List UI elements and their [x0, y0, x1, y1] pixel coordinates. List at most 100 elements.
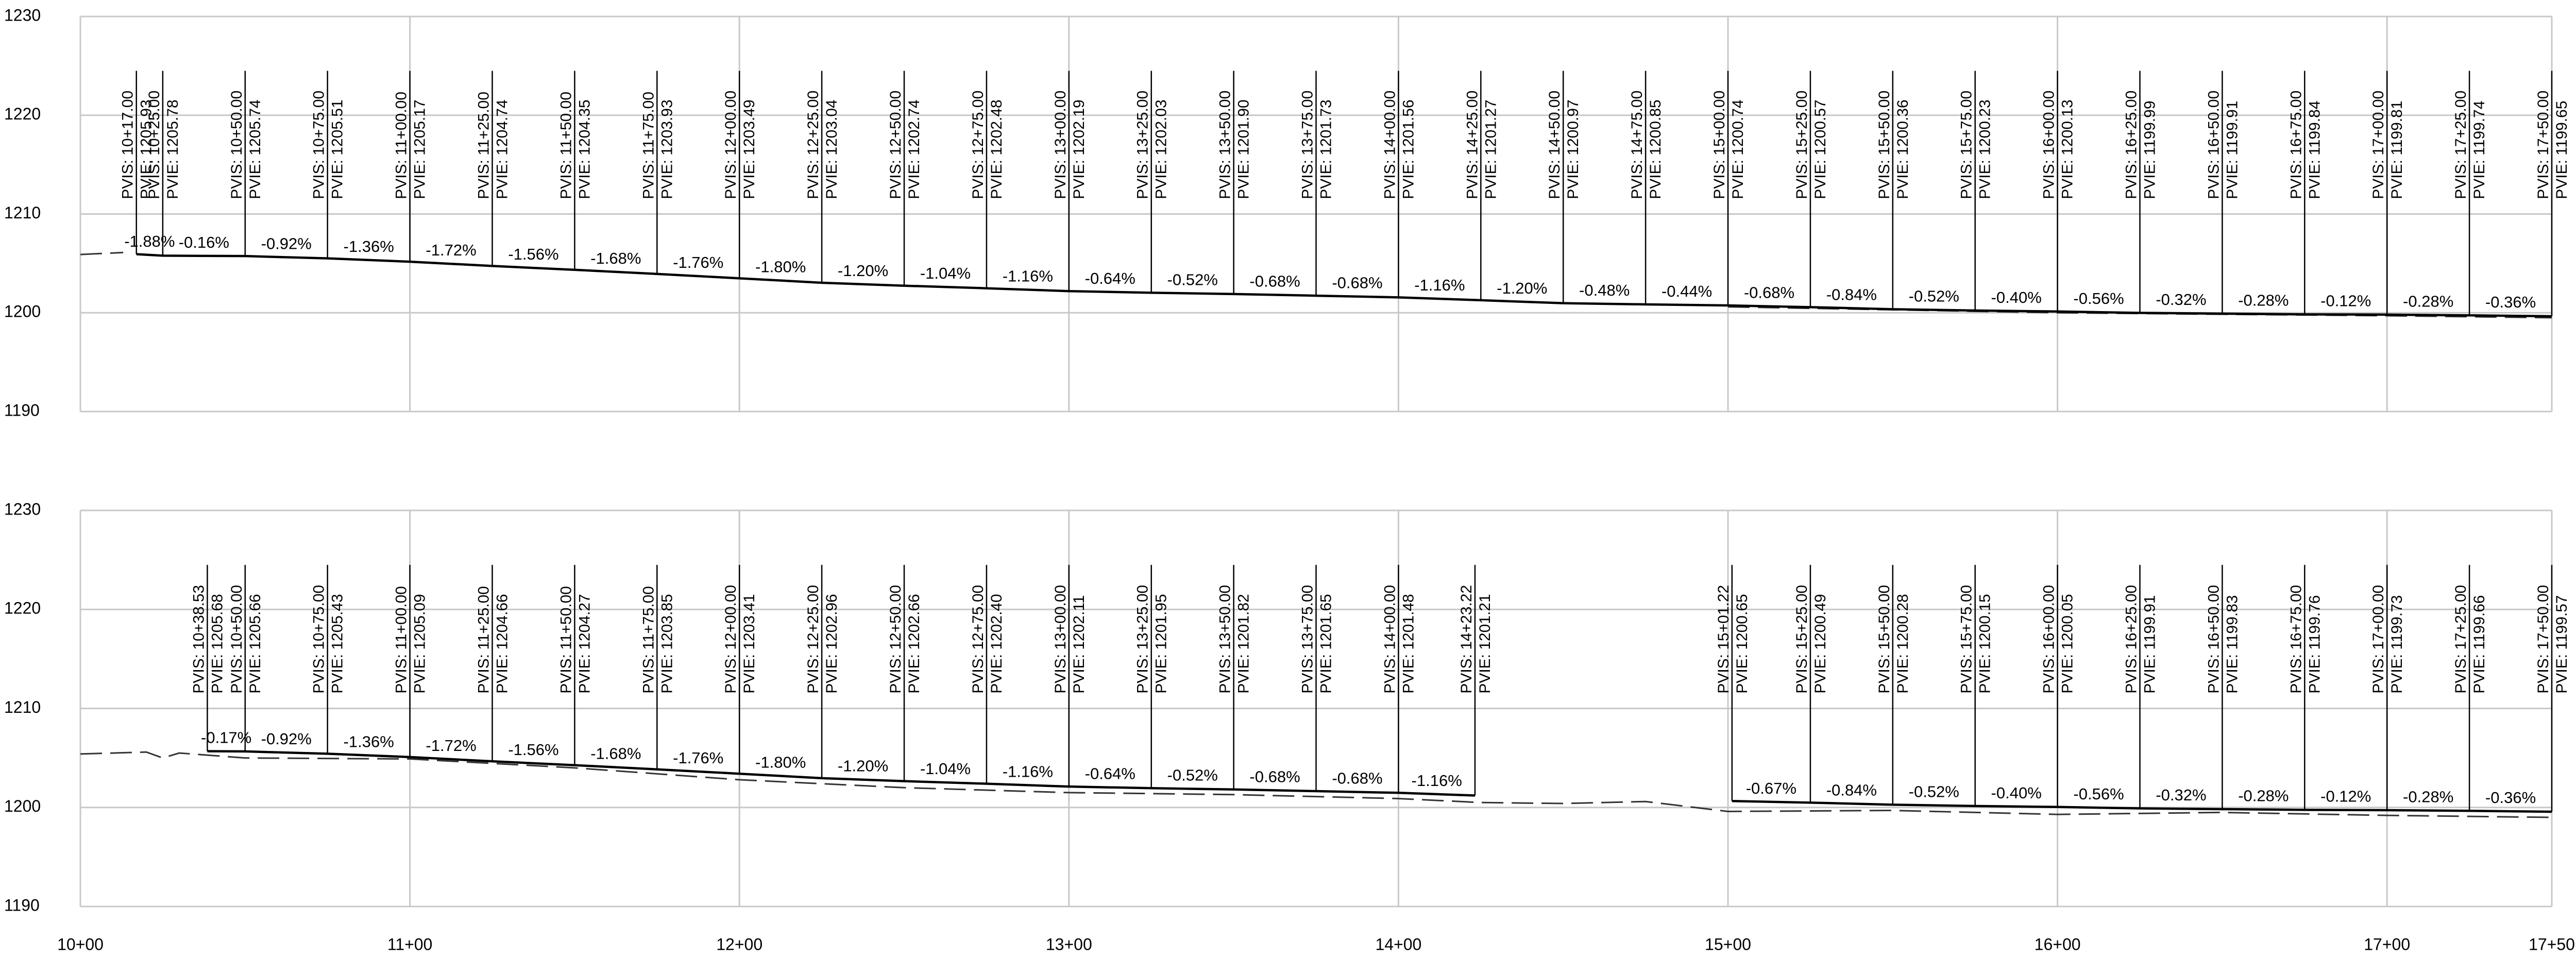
pvi-station-label: PVIS: 16+50.00 — [2205, 585, 2222, 694]
pvi-elevation-label: PVIE: 1200.05 — [2059, 594, 2076, 693]
pvi-station-label: PVIS: 10+38.53 — [190, 585, 207, 694]
pvi-station-label: PVIS: 13+00.00 — [1052, 585, 1069, 694]
pvi-station-label: PVIS: 12+50.00 — [887, 585, 904, 694]
pvi-elevation-label: PVIE: 1202.11 — [1071, 595, 1088, 693]
pvi-elevation-label: PVIE: 1201.48 — [1400, 594, 1417, 693]
pvi-station-label: PVIS: 13+50.00 — [1217, 91, 1234, 199]
pvi-station-label: PVIS: 17+50.00 — [2535, 585, 2552, 694]
pvi-station-label: PVIS: 17+25.00 — [2452, 91, 2469, 199]
grade-label: -1.20% — [1497, 279, 1547, 297]
pvi-station-label: PVIS: 12+25.00 — [805, 585, 822, 694]
pvi-station-label: PVIS: 11+00.00 — [393, 92, 410, 199]
pvi-elevation-label: PVIE: 1202.96 — [823, 594, 840, 693]
pvi-station-label: PVIS: 10+50.00 — [228, 91, 245, 199]
grade-label: -1.16% — [1003, 267, 1053, 285]
grade-label: -0.12% — [2320, 292, 2371, 310]
grade-label: -1.36% — [344, 237, 394, 255]
grade-label: -0.92% — [261, 234, 312, 252]
pvi-elevation-label: PVIE: 1202.74 — [906, 99, 923, 199]
pvi-station-label: PVIS: 16+00.00 — [2041, 91, 2058, 199]
pvi-station-label: PVIS: 11+50.00 — [557, 92, 574, 199]
pvi-station-label: PVIS: 11+50.00 — [557, 586, 574, 694]
grade-label: -1.36% — [344, 733, 394, 751]
pvi-elevation-label: PVIE: 1203.41 — [741, 594, 758, 693]
pvi-elevation-label: PVIE: 1201.65 — [1318, 594, 1335, 693]
pvi-elevation-label: PVIE: 1204.74 — [494, 99, 511, 199]
pvi-station-label: PVIS: 12+50.00 — [887, 91, 904, 199]
pvi-station-label: PVIS: 11+75.00 — [640, 92, 657, 199]
pvi-station-label: PVIS: 17+00.00 — [2370, 91, 2387, 199]
grade-label: -1.80% — [755, 754, 806, 772]
grade-label: -1.72% — [426, 737, 476, 755]
grade-label: -1.20% — [838, 757, 888, 775]
pvi-elevation-label: PVIE: 1205.74 — [247, 99, 264, 199]
pvi-elevation-label: PVIE: 1199.66 — [2471, 595, 2488, 693]
pvi-elevation-label: PVIE: 1205.78 — [164, 99, 181, 199]
grade-label: -0.52% — [1909, 287, 1959, 305]
pvi-station-label: PVIS: 17+25.00 — [2452, 585, 2469, 694]
pvi-elevation-label: PVIE: 1200.97 — [1565, 99, 1582, 199]
pvi-station-label: PVIS: 13+25.00 — [1134, 585, 1151, 694]
pvi-elevation-label: PVIE: 1205.93 — [138, 99, 155, 199]
pvi-station-label: PVIS: 12+25.00 — [805, 91, 822, 199]
grade-label: -0.56% — [2073, 785, 2124, 803]
grade-label: -1.56% — [508, 245, 558, 263]
pvi-station-label: PVIS: 15+25.00 — [1793, 585, 1810, 694]
pvi-station-label: PVIS: 10+75.00 — [311, 585, 328, 694]
y-tick-label: 1210 — [4, 698, 41, 716]
grade-label: -1.16% — [1003, 762, 1053, 780]
pvi-station-label: PVIS: 16+75.00 — [2287, 585, 2304, 694]
pvi-elevation-label: PVIE: 1205.17 — [412, 99, 429, 199]
grade-label: -0.28% — [2403, 293, 2453, 311]
pvi-elevation-label: PVIE: 1205.43 — [329, 594, 346, 693]
pvi-station-label: PVIS: 16+00.00 — [2041, 585, 2058, 694]
pvi-elevation-label: PVIE: 1200.85 — [1647, 99, 1664, 199]
pvi-station-label: PVIS: 16+50.00 — [2205, 91, 2222, 199]
pvi-station-label: PVIS: 15+50.00 — [1876, 91, 1893, 199]
grade-label: -1.68% — [590, 249, 641, 267]
y-tick-label: 1230 — [4, 6, 41, 24]
y-tick-label: 1210 — [4, 203, 41, 222]
grade-label: -0.48% — [1579, 281, 1630, 299]
pvi-elevation-label: PVIE: 1203.93 — [658, 99, 675, 199]
pvi-elevation-label: PVIE: 1200.65 — [1734, 594, 1751, 693]
grade-label: -0.40% — [1991, 784, 2042, 802]
pvi-station-label: PVIS: 14+00.00 — [1381, 585, 1398, 694]
grade-label: -0.52% — [1167, 271, 1218, 289]
pvi-elevation-label: PVIE: 1204.35 — [576, 99, 593, 199]
pvi-station-label: PVIS: 14+23.22 — [1458, 585, 1475, 694]
grade-label: -1.80% — [755, 258, 806, 276]
pvi-elevation-label: PVIE: 1201.56 — [1400, 99, 1417, 199]
pvi-elevation-label: PVIE: 1200.36 — [1894, 99, 1911, 199]
pvi-elevation-label: PVIE: 1200.15 — [1977, 594, 1994, 693]
grade-label: -0.32% — [2156, 290, 2206, 309]
pvi-elevation-label: PVIE: 1203.49 — [741, 99, 758, 199]
y-tick-label: 1220 — [4, 105, 41, 123]
pvi-station-label: PVIS: 15+01.22 — [1715, 585, 1732, 694]
x-tick-label: 13+00 — [1046, 935, 1092, 953]
pvi-elevation-label: PVIE: 1202.40 — [988, 594, 1005, 693]
grade-label: -1.88% — [124, 232, 175, 250]
pvi-station-label: PVIS: 10+25.00 — [146, 91, 163, 199]
grade-label: -1.16% — [1414, 276, 1465, 294]
grade-label: -0.68% — [1249, 767, 1300, 785]
grade-label: -0.64% — [1085, 765, 1136, 783]
pvi-station-label: PVIS: 17+50.00 — [2535, 91, 2552, 199]
grade-label: -0.36% — [2485, 789, 2536, 807]
pvi-station-label: PVIS: 12+00.00 — [722, 91, 739, 199]
pvi-station-label: PVIS: 15+75.00 — [1958, 91, 1975, 199]
existing-ground — [80, 751, 2552, 818]
pvi-elevation-label: PVIE: 1204.66 — [494, 594, 511, 693]
grade-label: -0.92% — [261, 730, 312, 748]
grade-label: -0.52% — [1909, 783, 1959, 801]
pvi-station-label: PVIS: 13+25.00 — [1134, 91, 1151, 199]
grade-label: -0.32% — [2156, 786, 2206, 804]
grade-label: -0.84% — [1826, 285, 1877, 303]
x-tick-label: 17+00 — [2364, 935, 2410, 953]
pvi-station-label: PVIS: 10+75.00 — [311, 91, 328, 199]
pvi-station-label: PVIS: 14+50.00 — [1546, 91, 1563, 199]
pvi-station-label: PVIS: 14+25.00 — [1464, 91, 1481, 199]
grade-label: -0.68% — [1332, 769, 1382, 788]
y-tick-label: 1190 — [4, 401, 40, 419]
grade-label: -1.68% — [590, 745, 641, 763]
